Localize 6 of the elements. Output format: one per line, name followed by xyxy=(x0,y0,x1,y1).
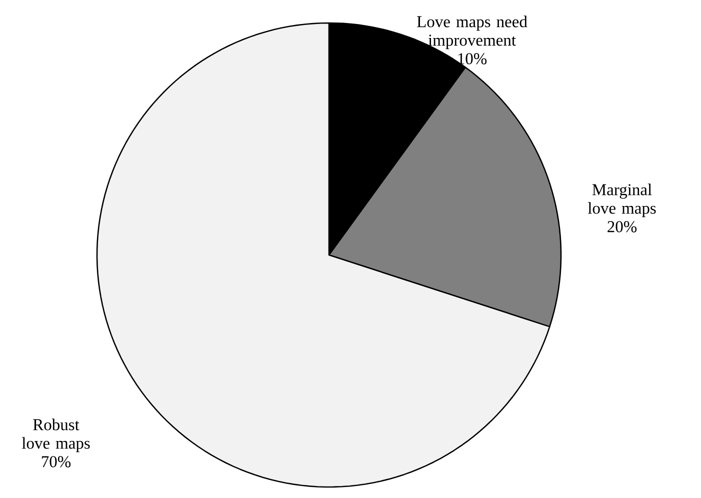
slice-label: Robust love maps xyxy=(22,418,90,452)
data-label: 10% xyxy=(458,53,487,64)
slice-label: Marginal love maps xyxy=(588,184,656,218)
data-label: 70% xyxy=(42,456,71,468)
data-label: 20% xyxy=(608,221,637,232)
slice-label: Love maps need improvement xyxy=(417,16,528,50)
